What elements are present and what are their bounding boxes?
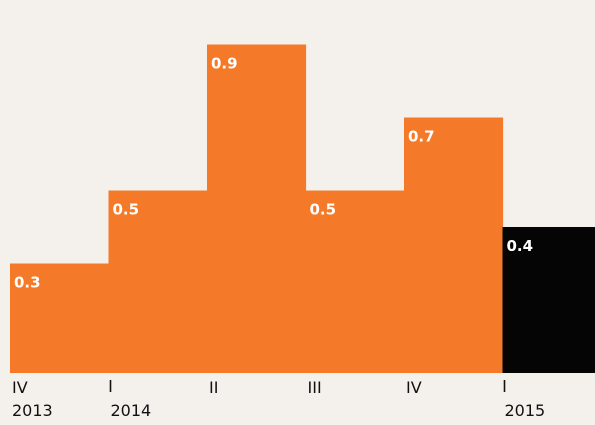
quarter-label-5: I [505, 378, 510, 397]
quarter-label-1: I [111, 378, 116, 397]
value-label-2: 0.9 [211, 55, 238, 73]
value-label-3: 0.5 [310, 201, 337, 219]
year-label-1: 2014 [111, 401, 152, 420]
year-label-5: 2015 [505, 401, 546, 420]
bar-4 [404, 117, 504, 373]
value-labels-group: 0.3 0.5 0.9 0.5 0.7 0.4 [14, 55, 533, 292]
value-label-4: 0.7 [408, 128, 435, 146]
quarter-label-3: III [308, 378, 322, 397]
quarter-label-0: IV [12, 378, 28, 397]
quarter-label-2: II [209, 378, 218, 397]
bars-group [10, 44, 595, 373]
bar-2 [207, 44, 307, 373]
value-label-1: 0.5 [113, 201, 140, 219]
value-label-5: 0.4 [507, 237, 534, 255]
quarter-label-4: IV [406, 378, 422, 397]
year-label-0: 2013 [12, 401, 53, 420]
bar-1 [108, 190, 208, 373]
tick-marks-group [109, 380, 506, 392]
value-label-0: 0.3 [14, 274, 41, 292]
bar-0 [10, 263, 110, 373]
bar-5 [502, 227, 595, 373]
bar-3 [305, 190, 405, 373]
